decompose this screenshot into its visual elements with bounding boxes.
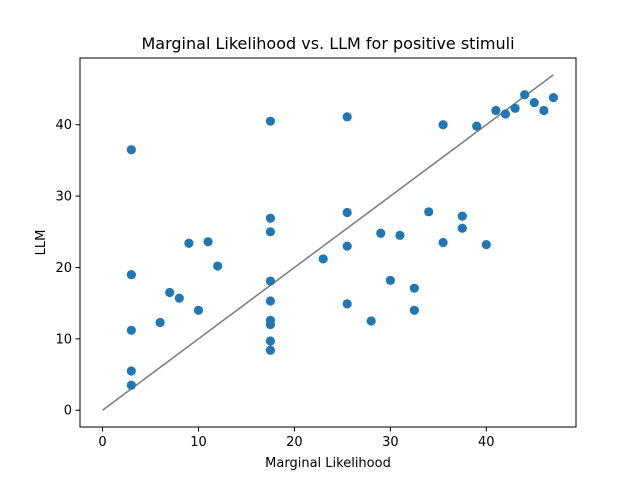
data-point: [193, 305, 204, 315]
data-point: [203, 237, 213, 247]
axes-frame: [79, 57, 577, 428]
data-point: [366, 316, 376, 326]
axis-ticks: 0 10 20 30 40 0 10 20 30 40: [55, 118, 494, 450]
data-point: [438, 237, 448, 248]
data-point: [548, 93, 559, 103]
data-point: [265, 213, 276, 223]
data-point: [342, 112, 352, 122]
data-point: [126, 325, 136, 335]
x-tick-label: 40: [478, 435, 495, 450]
data-point: [457, 223, 467, 233]
y-tick-label: 10: [55, 332, 72, 347]
data-point: [265, 296, 276, 306]
y-tick-label: 30: [55, 190, 72, 205]
data-point: [213, 261, 223, 271]
data-point: [342, 299, 352, 309]
data-point: [265, 227, 276, 237]
data-point: [318, 254, 328, 264]
data-point: [539, 105, 549, 116]
data-point: [424, 207, 434, 217]
y-tick-label: 0: [64, 404, 72, 419]
data-point: [265, 345, 276, 355]
data-point: [409, 283, 419, 293]
x-axis-label: Marginal Likelihood: [265, 456, 391, 471]
data-point: [165, 287, 175, 298]
data-point: [184, 238, 194, 248]
data-point: [174, 293, 184, 303]
data-point: [155, 317, 165, 328]
data-point: [126, 366, 136, 376]
data-point: [265, 336, 276, 346]
data-point: [395, 230, 405, 240]
data-point: [481, 240, 491, 250]
data-point: [457, 211, 467, 221]
data-point: [126, 145, 136, 155]
data-point: [472, 121, 482, 131]
data-point: [342, 207, 352, 218]
y-tick-label: 20: [55, 261, 72, 276]
data-point: [520, 90, 530, 100]
x-tick-label: 20: [286, 435, 303, 450]
plot-area: [102, 74, 559, 411]
data-point: [438, 120, 448, 130]
data-point: [510, 103, 520, 113]
data-point: [265, 116, 276, 126]
data-point: [385, 275, 395, 285]
data-point: [376, 228, 386, 238]
data-point: [342, 241, 352, 251]
data-point: [265, 276, 276, 286]
reference-line: [102, 74, 554, 411]
x-tick-label: 0: [98, 435, 106, 450]
y-axis-label: LLM: [34, 230, 49, 256]
data-point: [265, 319, 276, 330]
x-tick-label: 30: [382, 435, 399, 450]
data-point: [409, 305, 419, 315]
x-tick-label: 10: [190, 435, 207, 450]
data-point: [126, 270, 136, 280]
y-tick-label: 40: [55, 118, 72, 133]
chart-title: Marginal Likelihood vs. LLM for positive…: [141, 34, 514, 53]
data-point: [500, 109, 511, 119]
data-point: [126, 380, 136, 390]
data-point: [529, 98, 539, 108]
data-point: [491, 105, 501, 116]
